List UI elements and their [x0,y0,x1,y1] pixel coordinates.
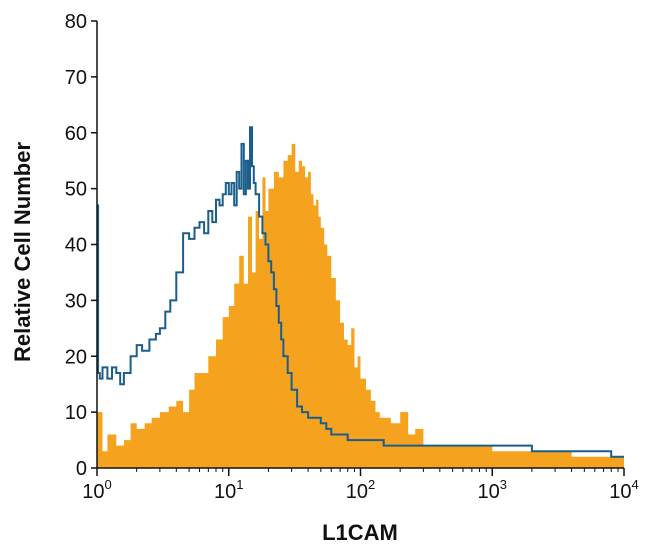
y-tick-label: 60 [65,123,87,145]
x-ticks: 100 101 102 103 104 [82,468,639,503]
x-axis-label: L1CAM [322,520,398,545]
filled-histogram-series [97,143,624,468]
y-tick-label: 30 [65,290,87,312]
y-tick-label: 20 [65,346,87,368]
x-tick-label: 104 [609,477,638,503]
x-tick-label: 102 [346,477,375,503]
y-tick-label: 0 [76,458,87,480]
series-layer [97,126,624,468]
y-ticks: 0 10 20 30 40 50 60 70 80 [65,11,97,480]
x-tick-label: 100 [82,477,111,503]
y-tick-label: 50 [65,179,87,201]
y-tick-label: 10 [65,402,87,424]
y-axis-label: Relative Cell Number [10,142,35,363]
y-tick-label: 80 [65,11,87,33]
x-tick-label: 101 [214,477,243,503]
y-tick-label: 70 [65,67,87,89]
x-tick-label: 103 [478,477,507,503]
outline-histogram-series [97,126,624,458]
y-tick-label: 40 [65,235,87,257]
